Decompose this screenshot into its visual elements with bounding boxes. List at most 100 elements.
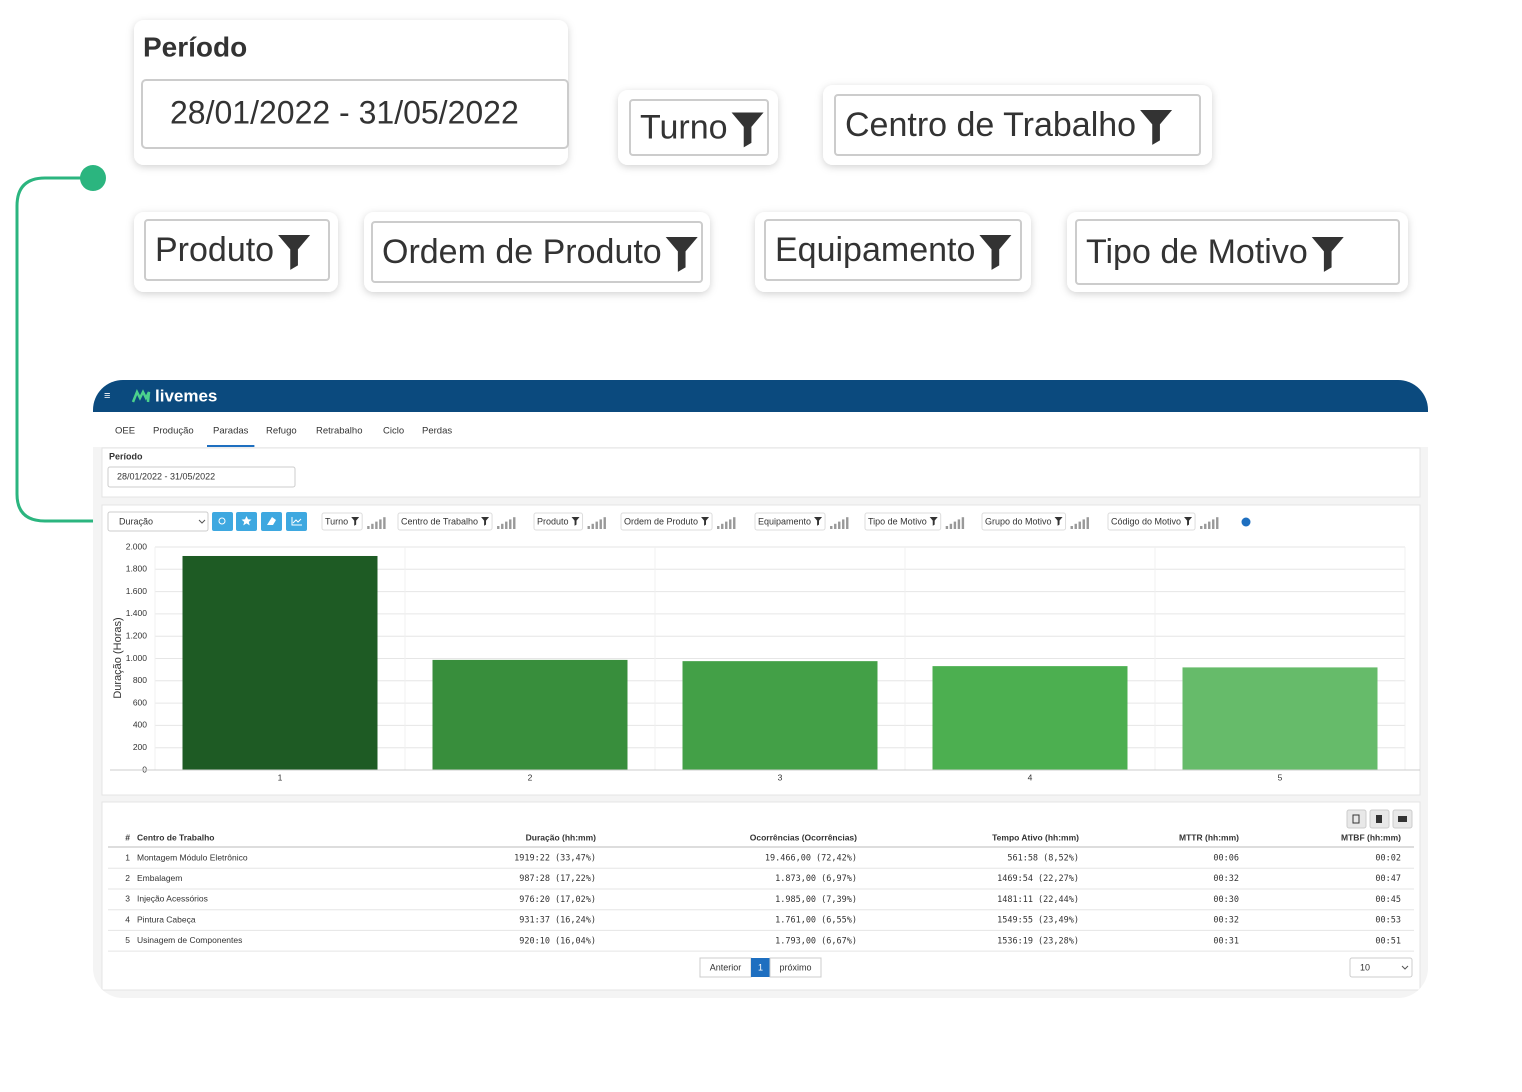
signal-icon <box>591 523 594 529</box>
table-cell: 4 <box>125 914 130 924</box>
column-header[interactable]: MTBF (hh:mm) <box>1341 832 1401 842</box>
signal-icon <box>725 521 728 529</box>
filter-icon <box>701 517 710 526</box>
column-header[interactable]: Duração (hh:mm) <box>526 832 597 842</box>
column-header[interactable]: # <box>125 832 130 842</box>
page-size-select[interactable] <box>1349 957 1413 978</box>
period-input[interactable] <box>141 79 569 149</box>
table-cell: Embalagem <box>137 873 182 883</box>
star-icon <box>241 516 252 526</box>
table-cell: 00:31 <box>1213 936 1239 946</box>
chart-button[interactable] <box>286 512 307 531</box>
table-cell: Montagem Módulo Eletrônico <box>137 852 248 862</box>
signal-icon <box>371 523 374 529</box>
column-header[interactable]: Ocorrências (Ocorrências) <box>750 832 857 842</box>
table-tools <box>1346 809 1413 829</box>
filter-chip[interactable] <box>620 512 713 531</box>
bar <box>182 555 378 770</box>
filter-chip-label: Turno <box>325 516 348 526</box>
y-tick-label: 800 <box>133 675 147 685</box>
bar <box>932 666 1128 770</box>
filter-chip[interactable] <box>864 512 942 531</box>
bar <box>682 661 878 770</box>
table-cell: 00:06 <box>1213 854 1239 864</box>
signal-icon <box>595 521 598 529</box>
y-tick-label: 1.200 <box>126 630 148 640</box>
filter-chip[interactable] <box>397 512 493 531</box>
table-cell: 00:45 <box>1375 895 1401 905</box>
y-tick-label: 1.600 <box>126 586 148 596</box>
signal-icon <box>949 523 953 529</box>
signal-icon <box>367 526 370 529</box>
filter-chip[interactable] <box>1107 512 1196 531</box>
filter-chip-label: Grupo do Motivo <box>985 516 1052 526</box>
table-cell: 1919:22 (33,47%) <box>514 854 596 864</box>
filter-icon <box>278 235 311 270</box>
connector <box>15 176 107 523</box>
signal-icon <box>1208 521 1211 529</box>
tab[interactable]: OEE <box>115 426 135 437</box>
filter-chip-label: Código do Motivo <box>1111 516 1181 526</box>
pagination: Anterior 1 próximo 10 <box>699 957 1413 978</box>
filter-chip[interactable] <box>981 512 1067 531</box>
tab[interactable]: Paradas <box>213 426 249 437</box>
filter-button[interactable] <box>1075 219 1400 285</box>
tab[interactable]: Refugo <box>266 426 297 437</box>
signal-icon <box>1200 526 1203 529</box>
next-label: próximo <box>779 962 811 972</box>
column-header[interactable]: Tempo Ativo (hh:mm) <box>992 832 1079 842</box>
filter-chip-label: Tipo de Motivo <box>868 516 927 526</box>
filter-chip[interactable] <box>754 512 826 531</box>
table-cell: 1549:55 (23,49%) <box>997 916 1079 926</box>
copy-button[interactable] <box>1346 809 1367 829</box>
signal-icon <box>587 526 590 529</box>
filter-icon <box>929 517 938 526</box>
filter-button[interactable] <box>834 94 1201 156</box>
link-button[interactable] <box>212 512 233 531</box>
column-header[interactable]: MTTR (hh:mm) <box>1179 832 1239 842</box>
next-button[interactable] <box>769 957 822 978</box>
table-cell: 1536:19 (23,28%) <box>997 936 1079 946</box>
filter-icon <box>979 235 1012 270</box>
filter-chip[interactable] <box>533 512 584 531</box>
filter-icon <box>1054 517 1063 526</box>
tab[interactable]: Perdas <box>422 426 452 437</box>
page-button[interactable] <box>751 958 770 977</box>
info-icon[interactable] <box>1241 517 1251 527</box>
metric-select-value: Duração <box>119 516 153 526</box>
tab[interactable]: Ciclo <box>383 426 404 437</box>
table-cell: Pintura Cabeça <box>137 914 196 924</box>
chart: 0 200 400 600 800 1.000 1.200 1.400 1.600 1.800 2.… <box>110 541 1420 782</box>
app-header <box>93 380 1428 412</box>
filter-label: Tipo de Motivo <box>1086 233 1308 271</box>
table-cell: 1.985,00 (7,39%) <box>775 895 857 905</box>
y-tick-label: 1.400 <box>126 608 148 618</box>
table-cell: Injeção Acessórios <box>137 894 208 904</box>
signal-icon <box>1204 523 1207 529</box>
menu-icon[interactable]: ≡ <box>104 390 110 402</box>
signal-icon <box>513 517 516 529</box>
signal-icon <box>830 526 833 529</box>
table-cell: 976:20 (17,02%) <box>519 895 596 905</box>
signal-icon <box>497 526 500 529</box>
app-window: ≡ livemes OEE Produção Paradas Refugo Retrab… <box>93 380 1428 998</box>
table-cell: 19.466,00 (72,42%) <box>765 854 857 864</box>
table-cell: 1.761,00 (6,55%) <box>775 916 857 926</box>
export-icon <box>1376 815 1382 823</box>
signal-icon <box>838 521 841 529</box>
page-size-value: 10 <box>1360 962 1370 972</box>
tab[interactable]: Produção <box>153 426 194 437</box>
table-cell: 00:47 <box>1375 874 1401 884</box>
app-period-label: Período <box>109 451 143 461</box>
table-cell: 2 <box>125 873 130 883</box>
tab[interactable]: Retrabalho <box>316 426 362 437</box>
signal-icon <box>961 517 965 529</box>
column-header[interactable]: Centro de Trabalho <box>137 832 214 842</box>
app-period-input[interactable] <box>107 466 296 488</box>
filter-icon <box>351 517 360 526</box>
filter-button[interactable] <box>764 219 1022 281</box>
filter-button[interactable] <box>371 221 703 283</box>
table-cell: 00:32 <box>1213 916 1239 926</box>
metric-select[interactable] <box>107 511 209 532</box>
